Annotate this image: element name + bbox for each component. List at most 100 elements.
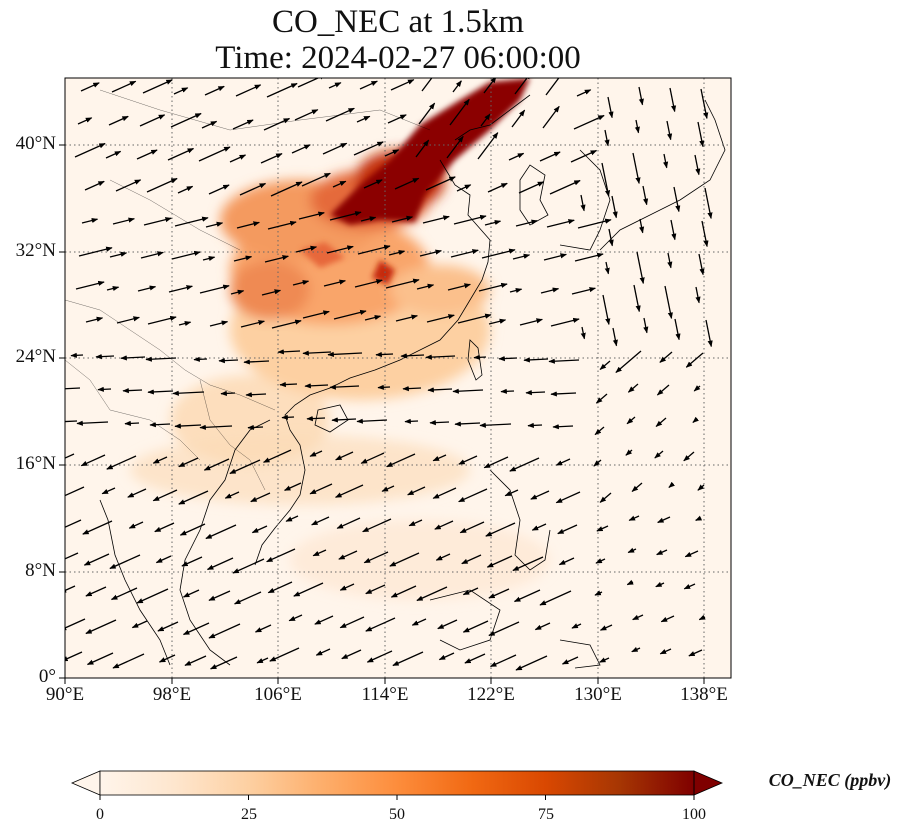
wind-arrow — [201, 120, 218, 129]
wind-arrow — [595, 558, 606, 564]
wind-arrow — [122, 388, 143, 394]
wind-arrow — [576, 89, 592, 97]
wind-arrow — [336, 517, 361, 529]
wind-arrow — [643, 317, 649, 334]
wind-arrow — [599, 657, 610, 663]
wind-arrow — [106, 455, 137, 470]
wind-arrow — [631, 482, 643, 492]
wind-arrow — [105, 150, 122, 159]
wind-arrow — [178, 457, 199, 468]
wind-arrow — [112, 653, 145, 669]
wind-arrow — [548, 358, 580, 364]
wind-arrow — [485, 522, 516, 537]
wind-arrow — [209, 320, 229, 327]
wind-arrow — [224, 491, 240, 499]
wind-arrow — [416, 586, 448, 602]
wind-arrow — [636, 251, 645, 285]
wind-arrow — [199, 284, 230, 294]
wind-arrow — [632, 152, 641, 185]
wind-arrow — [594, 590, 603, 596]
wind-arrow — [177, 185, 194, 194]
wind-arrow — [208, 184, 230, 195]
wind-arrow — [208, 623, 241, 639]
wind-arrow — [108, 115, 129, 126]
wind-arrow — [128, 521, 144, 529]
wind-arrow — [329, 384, 360, 390]
wind-arrow — [116, 316, 140, 324]
wind-arrow — [432, 487, 457, 499]
wind-arrow — [484, 220, 502, 226]
wind-arrow — [137, 285, 157, 292]
wind-arrow — [152, 456, 168, 464]
wind-arrow — [601, 162, 611, 197]
wind-arrow — [594, 426, 605, 436]
wind-arrow — [462, 620, 489, 633]
wind-arrow — [488, 621, 520, 637]
wind-arrow — [411, 618, 427, 626]
wind-arrow — [607, 96, 614, 119]
wind-arrow — [243, 359, 270, 365]
wind-arrow — [331, 417, 357, 423]
wind-vectors — [65, 78, 713, 671]
wind-arrow — [360, 452, 385, 464]
colorbar-max-extend — [693, 770, 724, 796]
wind-arrow — [292, 280, 310, 286]
wind-arrow — [670, 219, 677, 241]
wind-arrow — [338, 550, 358, 560]
wind-arrow — [683, 451, 695, 462]
wind-arrow — [65, 618, 86, 631]
wind-arrow — [111, 80, 137, 93]
wind-arrow — [375, 351, 394, 358]
wind-arrow — [695, 515, 703, 521]
wind-arrow — [240, 320, 265, 328]
wind-arrow — [656, 549, 668, 556]
wind-arrow — [660, 615, 675, 623]
wind-arrow — [124, 420, 140, 427]
lon-tick-label: 138°E — [680, 684, 728, 705]
wind-arrow — [363, 551, 389, 564]
wind-arrow — [333, 309, 367, 320]
wind-arrow — [263, 117, 291, 131]
wind-arrow — [285, 515, 299, 522]
wind-arrow — [157, 621, 179, 632]
wind-arrow — [422, 215, 450, 224]
wind-arrow — [697, 121, 705, 148]
wind-arrow — [65, 453, 75, 459]
wind-arrow — [74, 142, 106, 158]
wind-arrow — [65, 585, 76, 593]
map-frame — [64, 77, 732, 679]
colorbar-tick-label: 50 — [389, 806, 405, 823]
wind-arrow — [421, 78, 433, 92]
wind-arrow — [356, 115, 371, 123]
wind-arrow — [391, 215, 414, 223]
wind-arrow — [604, 129, 610, 147]
wind-arrow — [404, 418, 419, 424]
wind-arrow — [149, 422, 171, 428]
wind-arrow — [390, 585, 417, 598]
wind-arrow — [488, 318, 507, 325]
wind-arrow — [415, 139, 430, 158]
wind-arrow — [264, 255, 289, 263]
wind-arrow — [297, 78, 326, 88]
wind-arrow — [261, 289, 282, 296]
wind-arrow — [418, 102, 436, 125]
wind-arrow — [312, 549, 327, 557]
wind-arrow — [437, 619, 458, 630]
wind-arrow — [395, 314, 418, 322]
lon-tick-label: 106°E — [254, 684, 302, 705]
wind-arrow — [341, 649, 362, 660]
wind-arrow — [115, 179, 142, 192]
wind-arrow — [539, 590, 572, 606]
wind-arrow — [363, 179, 383, 189]
wind-arrow — [473, 354, 487, 360]
wind-arrow — [657, 516, 671, 524]
wind-arrow — [229, 154, 247, 163]
wind-arrow — [612, 327, 618, 347]
wind-arrow — [306, 416, 326, 422]
wind-arrow — [236, 221, 260, 229]
wind-arrow — [632, 614, 644, 621]
wind-arrow — [634, 119, 640, 134]
wind-arrow — [82, 520, 113, 535]
wind-arrow — [512, 556, 544, 572]
